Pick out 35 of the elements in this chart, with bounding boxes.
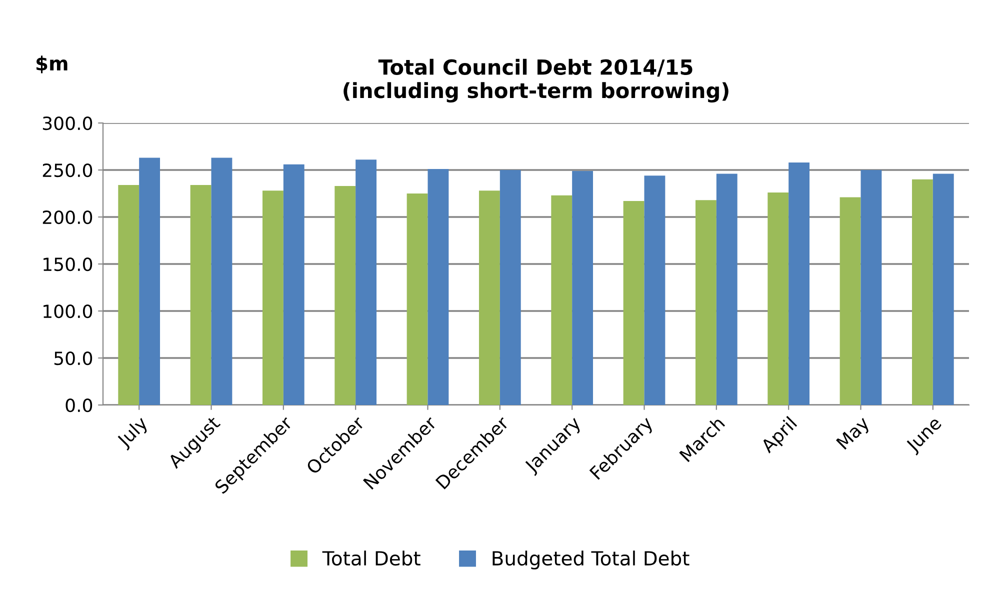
bar: [478, 190, 500, 405]
bar: [788, 162, 810, 405]
y-axis-title: $m: [36, 56, 68, 74]
bar: [932, 174, 954, 405]
bar: [428, 169, 449, 405]
y-tick-label: 150.0: [44, 257, 92, 272]
y-tick-label: 300.0: [42, 116, 92, 130]
bar: [840, 197, 861, 405]
y-tick-label: 200.0: [42, 210, 92, 224]
bar: [572, 170, 594, 405]
bar: [912, 179, 933, 405]
bar: [500, 170, 521, 405]
bar: [211, 158, 232, 405]
y-tick-label: 50.0: [54, 351, 92, 366]
bar: [334, 186, 356, 405]
y-tick-label: 250.0: [42, 163, 92, 178]
bar: [716, 174, 738, 405]
bar: [406, 194, 428, 405]
y-tick-label: 0.0: [66, 398, 92, 412]
bar: [768, 192, 789, 405]
bar: [551, 195, 572, 405]
bar: [139, 158, 160, 405]
bar: [860, 170, 882, 405]
bar: [283, 164, 304, 405]
y-tick-label: 100.0: [44, 304, 92, 318]
bar: [356, 160, 377, 405]
bar: [118, 185, 140, 405]
bar: [623, 201, 644, 405]
bar: [644, 176, 666, 405]
legend-label: Total Debt: [322, 550, 420, 566]
bar: [262, 190, 284, 405]
bar: [190, 185, 212, 405]
legend-label: Budgeted Total Debt: [492, 550, 690, 570]
chart-title: Total Council Debt 2014/15 (including short-term borrowing): [344, 58, 728, 102]
bar: [695, 200, 716, 405]
